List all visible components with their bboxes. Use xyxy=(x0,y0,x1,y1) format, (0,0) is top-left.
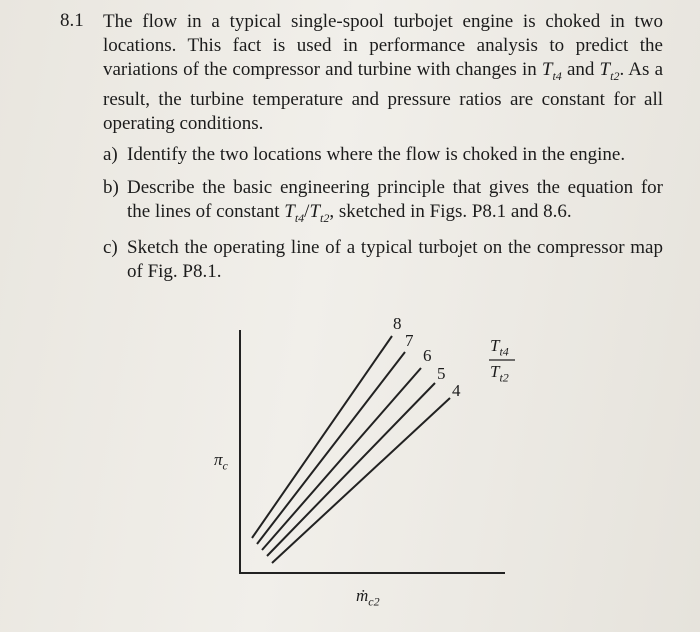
text-run: / xyxy=(304,201,310,222)
curve xyxy=(256,351,406,545)
question-item: a) Identify the two locations where the f… xyxy=(103,143,663,167)
item-text: Sketch the operating line of a typical t… xyxy=(127,236,663,284)
subscript: c xyxy=(222,458,228,473)
text-run: Identify the two locations where the flo… xyxy=(127,144,626,165)
question-item: c) Sketch the operating line of a typical… xyxy=(103,236,663,284)
symbol: π xyxy=(214,450,223,469)
item-label: c) xyxy=(103,237,118,258)
question-item: b) Describe the basic engineering princip… xyxy=(103,176,663,230)
text-run: . As a result, the turbine temperature a… xyxy=(103,59,663,134)
item-label: a) xyxy=(103,144,118,165)
curve xyxy=(266,382,436,557)
symbol: ṁ xyxy=(356,586,369,605)
item-text: Describe the basic engineering principle… xyxy=(127,176,663,230)
subscript: t2 xyxy=(610,68,620,83)
text-run: The flow in a typical single-spool turbo… xyxy=(103,11,663,80)
symbol: T xyxy=(309,201,321,222)
x-axis-label: ṁc2 xyxy=(356,586,380,609)
item-text: Identify the two locations where the flo… xyxy=(127,143,663,167)
problem-intro: The flow in a typical single-spool turbo… xyxy=(103,10,663,136)
symbol: T xyxy=(490,336,500,355)
curve-label: 5 xyxy=(437,364,446,383)
curve xyxy=(271,397,451,564)
symbol: T xyxy=(541,59,553,80)
symbol: T xyxy=(599,59,611,80)
text-run: , sketched in Figs. P8.1 and 8.6. xyxy=(329,201,572,222)
text-run: Sketch the operating line of a typical t… xyxy=(127,237,663,282)
item-label: b) xyxy=(103,177,119,198)
text-run: and xyxy=(561,59,600,80)
text-run: Describe the basic engineering principle… xyxy=(127,177,663,222)
problem-number: 8.1 xyxy=(60,10,84,31)
curve-label: 7 xyxy=(405,331,414,350)
subscript: t4 xyxy=(499,344,509,359)
curve-label: 4 xyxy=(452,381,461,400)
symbol: T xyxy=(490,362,500,381)
subscript: t4 xyxy=(294,210,305,225)
curve xyxy=(251,335,393,539)
subscript: c2 xyxy=(368,594,380,609)
ratio-denominator: Tt2 xyxy=(490,362,509,385)
curve-label: 6 xyxy=(423,346,432,365)
subscript: t2 xyxy=(499,370,509,385)
ratio-numerator: Tt4 xyxy=(490,336,509,359)
symbol: T xyxy=(284,201,295,222)
subscript: t2 xyxy=(320,210,330,225)
subscript: t4 xyxy=(552,68,562,83)
curve-label: 8 xyxy=(393,314,402,333)
y-axis-label: πc xyxy=(214,450,228,473)
curve xyxy=(261,367,422,551)
